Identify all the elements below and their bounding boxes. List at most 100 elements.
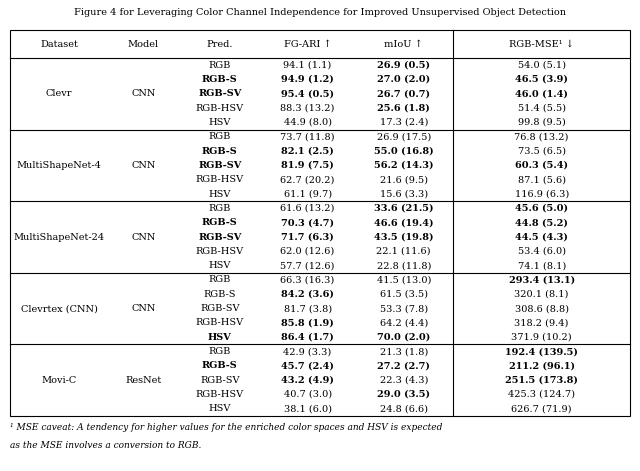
Text: RGB-HSV: RGB-HSV bbox=[196, 175, 244, 184]
Text: 57.7 (12.6): 57.7 (12.6) bbox=[280, 261, 335, 270]
Text: Model: Model bbox=[128, 40, 159, 49]
Text: MultiShapeNet-24: MultiShapeNet-24 bbox=[13, 233, 104, 242]
Text: 15.6 (3.3): 15.6 (3.3) bbox=[380, 189, 428, 199]
Text: 43.5 (19.8): 43.5 (19.8) bbox=[374, 233, 433, 242]
Text: 27.2 (2.7): 27.2 (2.7) bbox=[377, 361, 430, 370]
Text: CNN: CNN bbox=[131, 233, 156, 242]
Text: as the MSE involves a conversion to RGB.: as the MSE involves a conversion to RGB. bbox=[10, 441, 202, 450]
Text: 38.1 (6.0): 38.1 (6.0) bbox=[284, 404, 332, 414]
Text: RGB-HSV: RGB-HSV bbox=[196, 104, 244, 113]
Text: 25.6 (1.8): 25.6 (1.8) bbox=[378, 104, 430, 113]
Text: MultiShapeNet-4: MultiShapeNet-4 bbox=[17, 161, 101, 170]
Text: RGB-S: RGB-S bbox=[202, 218, 237, 227]
Text: 82.1 (2.5): 82.1 (2.5) bbox=[281, 146, 334, 155]
Text: 211.2 (96.1): 211.2 (96.1) bbox=[509, 361, 575, 370]
Text: 22.3 (4.3): 22.3 (4.3) bbox=[380, 376, 428, 385]
Text: 26.7 (0.7): 26.7 (0.7) bbox=[377, 89, 430, 98]
Text: 61.5 (3.5): 61.5 (3.5) bbox=[380, 290, 428, 299]
Text: 73.5 (6.5): 73.5 (6.5) bbox=[518, 146, 566, 155]
Text: 60.3 (5.4): 60.3 (5.4) bbox=[515, 161, 568, 170]
Text: mIoU ↑: mIoU ↑ bbox=[385, 40, 423, 49]
Text: 43.2 (4.9): 43.2 (4.9) bbox=[281, 376, 334, 385]
Text: Pred.: Pred. bbox=[207, 40, 233, 49]
Text: CNN: CNN bbox=[131, 89, 156, 98]
Text: 46.6 (19.4): 46.6 (19.4) bbox=[374, 218, 433, 227]
Text: 95.4 (0.5): 95.4 (0.5) bbox=[281, 89, 334, 98]
Text: RGB: RGB bbox=[209, 276, 231, 284]
Text: Dataset: Dataset bbox=[40, 40, 78, 49]
Text: RGB-HSV: RGB-HSV bbox=[196, 390, 244, 399]
Text: RGB: RGB bbox=[209, 204, 231, 213]
Text: 41.5 (13.0): 41.5 (13.0) bbox=[376, 276, 431, 284]
Text: RGB: RGB bbox=[209, 132, 231, 141]
Text: Clevr: Clevr bbox=[45, 89, 72, 98]
Text: 27.0 (2.0): 27.0 (2.0) bbox=[377, 75, 430, 84]
Text: 26.9 (0.5): 26.9 (0.5) bbox=[377, 61, 430, 70]
Text: 55.0 (16.8): 55.0 (16.8) bbox=[374, 146, 433, 155]
Text: RGB-HSV: RGB-HSV bbox=[196, 318, 244, 327]
Text: 44.5 (4.3): 44.5 (4.3) bbox=[515, 233, 568, 242]
Text: RGB: RGB bbox=[209, 347, 231, 356]
Text: 24.8 (6.6): 24.8 (6.6) bbox=[380, 404, 428, 414]
Text: 99.8 (9.5): 99.8 (9.5) bbox=[518, 118, 566, 127]
Text: 84.2 (3.6): 84.2 (3.6) bbox=[281, 290, 334, 299]
Text: 81.7 (3.8): 81.7 (3.8) bbox=[284, 304, 332, 313]
Text: 94.1 (1.1): 94.1 (1.1) bbox=[284, 61, 332, 70]
Text: 76.8 (13.2): 76.8 (13.2) bbox=[515, 132, 569, 141]
Text: RGB-MSE¹ ↓: RGB-MSE¹ ↓ bbox=[509, 40, 574, 49]
Text: ¹ MSE caveat: A tendency for higher values for the enriched color spaces and HSV: ¹ MSE caveat: A tendency for higher valu… bbox=[10, 423, 442, 432]
Text: 61.1 (9.7): 61.1 (9.7) bbox=[284, 189, 332, 199]
Text: 62.7 (20.2): 62.7 (20.2) bbox=[280, 175, 335, 184]
Text: 81.9 (7.5): 81.9 (7.5) bbox=[281, 161, 334, 170]
Text: 53.3 (7.8): 53.3 (7.8) bbox=[380, 304, 428, 313]
Text: 21.6 (9.5): 21.6 (9.5) bbox=[380, 175, 428, 184]
Text: 22.1 (11.6): 22.1 (11.6) bbox=[376, 247, 431, 256]
Text: Movi-C: Movi-C bbox=[42, 376, 77, 385]
Text: RGB-SV: RGB-SV bbox=[198, 233, 241, 242]
Text: 53.4 (6.0): 53.4 (6.0) bbox=[518, 247, 566, 256]
Text: RGB-S: RGB-S bbox=[202, 361, 237, 370]
Text: HSV: HSV bbox=[209, 189, 231, 199]
Text: 318.2 (9.4): 318.2 (9.4) bbox=[515, 318, 569, 327]
Text: HSV: HSV bbox=[209, 261, 231, 270]
Text: 94.9 (1.2): 94.9 (1.2) bbox=[281, 75, 334, 84]
Text: 85.8 (1.9): 85.8 (1.9) bbox=[281, 318, 334, 327]
Text: 86.4 (1.7): 86.4 (1.7) bbox=[281, 333, 334, 342]
Text: 70.3 (4.7): 70.3 (4.7) bbox=[281, 218, 334, 227]
Text: HSV: HSV bbox=[209, 118, 231, 127]
Text: 42.9 (3.3): 42.9 (3.3) bbox=[284, 347, 332, 356]
Text: 33.6 (21.5): 33.6 (21.5) bbox=[374, 204, 433, 213]
Text: 626.7 (71.9): 626.7 (71.9) bbox=[511, 404, 572, 414]
Text: 29.0 (3.5): 29.0 (3.5) bbox=[377, 390, 430, 399]
Text: 26.9 (17.5): 26.9 (17.5) bbox=[376, 132, 431, 141]
Text: 17.3 (2.4): 17.3 (2.4) bbox=[380, 118, 428, 127]
Text: 21.3 (1.8): 21.3 (1.8) bbox=[380, 347, 428, 356]
Text: RGB-S: RGB-S bbox=[204, 290, 236, 299]
Text: 40.7 (3.0): 40.7 (3.0) bbox=[284, 390, 332, 399]
Bar bbox=[10, 30, 630, 416]
Text: 45.6 (5.0): 45.6 (5.0) bbox=[515, 204, 568, 213]
Text: 45.7 (2.4): 45.7 (2.4) bbox=[281, 361, 334, 370]
Text: 87.1 (5.6): 87.1 (5.6) bbox=[518, 175, 566, 184]
Text: 56.2 (14.3): 56.2 (14.3) bbox=[374, 161, 433, 170]
Text: 192.4 (139.5): 192.4 (139.5) bbox=[505, 347, 578, 356]
Text: Figure 4 for Leveraging Color Channel Independence for Improved Unsupervised Obj: Figure 4 for Leveraging Color Channel In… bbox=[74, 8, 566, 17]
Text: CNN: CNN bbox=[131, 304, 156, 313]
Text: RGB: RGB bbox=[209, 61, 231, 70]
Text: 54.0 (5.1): 54.0 (5.1) bbox=[518, 61, 566, 70]
Text: 64.2 (4.4): 64.2 (4.4) bbox=[380, 318, 428, 327]
Text: Clevrtex (CNN): Clevrtex (CNN) bbox=[20, 304, 97, 313]
Text: 320.1 (8.1): 320.1 (8.1) bbox=[515, 290, 569, 299]
Text: 66.3 (16.3): 66.3 (16.3) bbox=[280, 276, 335, 284]
Text: RGB-SV: RGB-SV bbox=[198, 161, 241, 170]
Text: 44.9 (8.0): 44.9 (8.0) bbox=[284, 118, 332, 127]
Text: CNN: CNN bbox=[131, 161, 156, 170]
Text: 116.9 (6.3): 116.9 (6.3) bbox=[515, 189, 569, 199]
Text: 61.6 (13.2): 61.6 (13.2) bbox=[280, 204, 335, 213]
Text: RGB-S: RGB-S bbox=[202, 75, 237, 84]
Text: 71.7 (6.3): 71.7 (6.3) bbox=[281, 233, 334, 242]
Text: 425.3 (124.7): 425.3 (124.7) bbox=[508, 390, 575, 399]
Text: RGB-SV: RGB-SV bbox=[200, 304, 239, 313]
Text: 70.0 (2.0): 70.0 (2.0) bbox=[377, 333, 430, 342]
Text: 308.6 (8.8): 308.6 (8.8) bbox=[515, 304, 569, 313]
